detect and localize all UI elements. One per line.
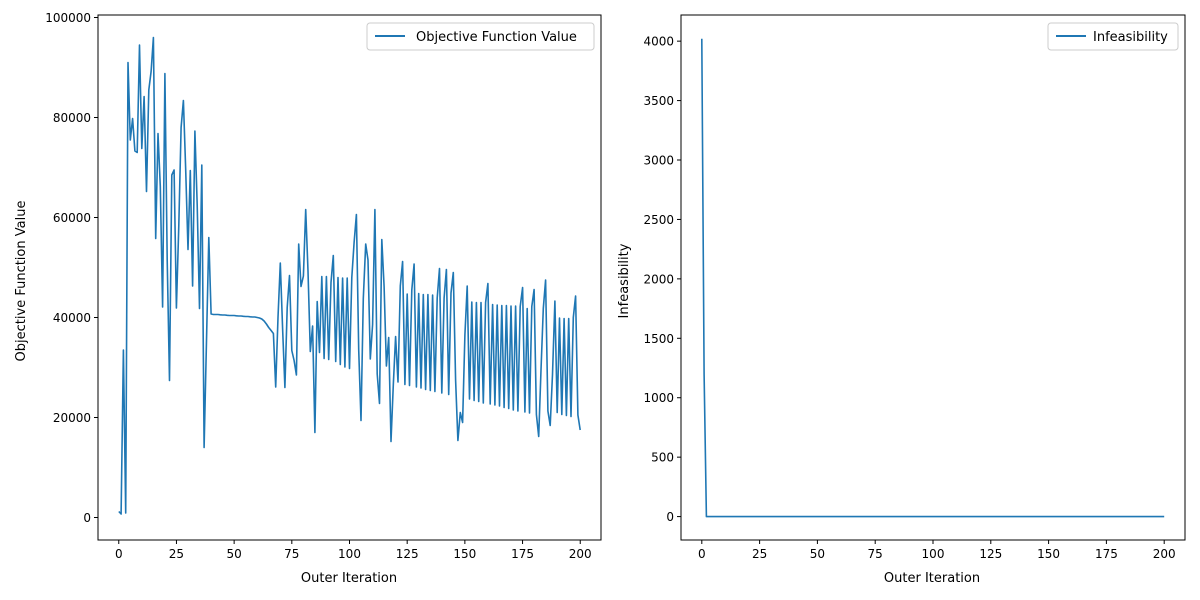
objective-y-tick-label: 0	[83, 511, 91, 525]
objective-legend-box	[366, 22, 595, 51]
objective-x-tick-label: 125	[396, 547, 419, 561]
infeasibility-y-tick-label: 2500	[643, 213, 674, 227]
infeasibility-y-tick-label: 2000	[643, 272, 674, 286]
objective-x-tick-label: 0	[115, 547, 123, 561]
objective-x-tick-label: 200	[569, 547, 592, 561]
infeasibility-legend: Infeasibility	[1047, 22, 1179, 51]
objective-chart: 0 25 50 75 100 125 150 175 200 0 20000 40000 60000 80…	[14, 11, 602, 586]
infeasibility-x-tick-label: 25	[752, 547, 767, 561]
infeasibility-x-tick-label: 50	[810, 547, 825, 561]
objective-y-axis-label: Objective Function Value	[14, 201, 29, 362]
infeasibility-y-tick-label: 1500	[643, 332, 674, 346]
objective-x-axis-label: Outer Iteration	[301, 571, 397, 586]
objective-y-tick-label: 20000	[53, 411, 91, 425]
infeasibility-y-tick-label: 0	[666, 510, 674, 524]
infeasibility-x-tick-label: 100	[922, 547, 945, 561]
objective-x-tick-label: 50	[226, 547, 241, 561]
objective-x-tick-label: 150	[453, 547, 476, 561]
objective-x-tick-label: 175	[511, 547, 534, 561]
objective-x-tick-label: 75	[284, 547, 299, 561]
objective-plot-area: 0 25 50 75 100 125 150 175 200 0 20000 40000 60000 80…	[45, 11, 602, 561]
objective-y-tick-label: 40000	[53, 311, 91, 325]
infeasibility-plot-area: 0 25 50 75 100 125 150 175 200050010001500200025…	[643, 14, 1186, 561]
objective-x-tick-label: 100	[338, 547, 361, 561]
infeasibility-y-tick-label: 500	[651, 451, 674, 465]
infeasibility-x-tick-label: 75	[868, 547, 883, 561]
infeasibility-y-tick-label: 1000	[643, 391, 674, 405]
objective-legend-label: Objective Function Value	[416, 30, 577, 45]
infeasibility-x-axis-label: Outer Iteration	[884, 571, 980, 586]
objective-y-tick-label: 100000	[45, 11, 91, 25]
infeasibility-legend-box	[1047, 22, 1179, 51]
infeasibility-legend-label: Infeasibility	[1093, 30, 1168, 45]
infeasibility-chart: 0 25 50 75 100 125 150 175 200050010001500200025…	[617, 14, 1186, 586]
objective-y-tick-label: 80000	[53, 111, 91, 125]
objective-y-tick-label: 60000	[53, 211, 91, 225]
infeasibility-x-tick-label: 150	[1037, 547, 1060, 561]
objective-legend: Objective Function Value	[366, 22, 595, 51]
infeasibility-y-axis-label: Infeasibility	[617, 243, 632, 318]
infeasibility-x-tick-label: 175	[1095, 547, 1118, 561]
infeasibility-y-tick-label: 3000	[643, 154, 674, 168]
infeasibility-series-line-0	[701, 38, 1165, 518]
infeasibility-y-tick-label: 3500	[643, 94, 674, 108]
infeasibility-y-tick-label: 4000	[643, 35, 674, 49]
infeasibility-x-tick-label: 200	[1153, 547, 1176, 561]
infeasibility-x-tick-label: 125	[979, 547, 1002, 561]
objective-x-tick-label: 25	[169, 547, 184, 561]
infeasibility-x-tick-label: 0	[698, 547, 706, 561]
objective-series-line-0	[118, 36, 581, 515]
